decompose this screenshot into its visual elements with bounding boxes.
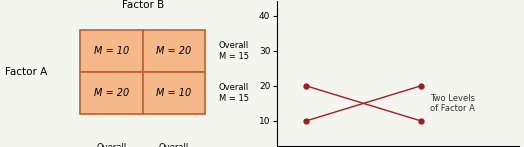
Text: M = 10: M = 10 [157,88,192,98]
Text: Factor A: Factor A [5,67,48,77]
Text: M = 10: M = 10 [94,46,129,56]
Bar [143,72,205,114]
Text: Overall
M = 15: Overall M = 15 [219,41,249,61]
Text: M = 20: M = 20 [157,46,192,56]
Text: Overall
M = 15: Overall M = 15 [219,83,249,103]
Text: Overall
M = 15: Overall M = 15 [159,143,189,147]
Bar [80,72,143,114]
Bar [143,30,205,72]
Text: Factor B: Factor B [122,0,164,10]
Bar [80,30,143,72]
Text: Overall
M = 15: Overall M = 15 [96,143,126,147]
Text: M = 20: M = 20 [94,88,129,98]
Text: Two Levels
of Factor A: Two Levels of Factor A [430,94,475,113]
